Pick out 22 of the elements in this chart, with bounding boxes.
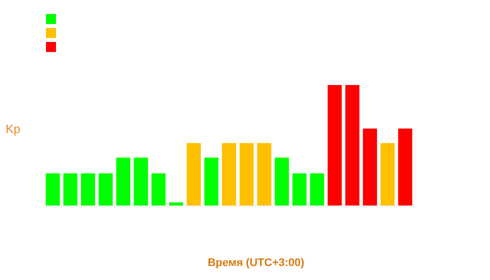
bar bbox=[46, 173, 60, 206]
bar bbox=[240, 143, 254, 206]
bar bbox=[81, 173, 96, 206]
bar bbox=[151, 173, 166, 206]
bar bbox=[310, 173, 324, 206]
bar bbox=[398, 128, 412, 206]
bar bbox=[345, 85, 360, 206]
y-axis-title: Kp bbox=[6, 122, 21, 136]
bar bbox=[222, 143, 236, 206]
bar bbox=[204, 158, 218, 206]
bar bbox=[134, 158, 148, 206]
bar bbox=[116, 158, 130, 206]
bar bbox=[257, 143, 272, 206]
bar bbox=[63, 173, 78, 206]
x-axis-title: Время (UTC+3:00) bbox=[208, 257, 305, 269]
bar bbox=[380, 143, 395, 206]
bar bbox=[186, 143, 201, 206]
bar bbox=[274, 158, 289, 206]
bar bbox=[362, 128, 377, 206]
bar bbox=[328, 85, 342, 206]
bar bbox=[98, 173, 113, 206]
bar bbox=[292, 173, 307, 206]
